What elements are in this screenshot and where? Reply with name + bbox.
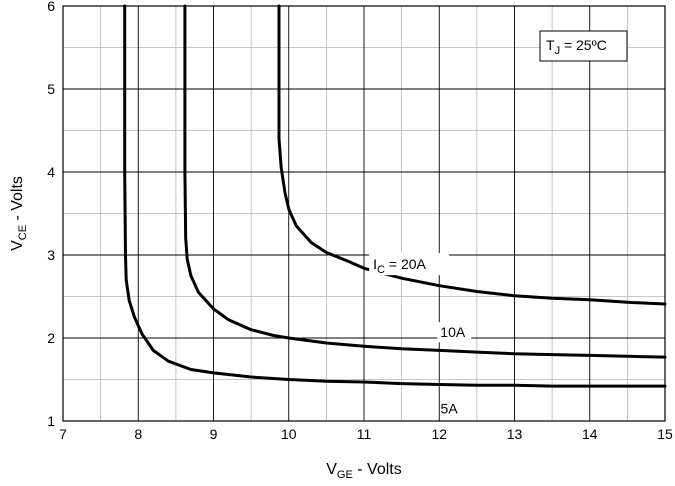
series-line-20a	[277, 4, 667, 306]
temperature-main: T	[546, 37, 555, 53]
y-axis-title-main: V	[9, 240, 26, 251]
annotation-ic-sub: C	[377, 264, 385, 276]
x-tick-label: 9	[210, 426, 218, 442]
annotation-ic-rest: = 20A	[385, 256, 427, 272]
x-axis-title-rest: - Volts	[353, 461, 402, 478]
annotation-ic-main: I	[373, 256, 377, 272]
series-line-10a	[183, 4, 667, 359]
x-axis-title: VGE - Volts	[326, 461, 401, 481]
x-tick-labels: 7 8 9 10 11 12 13 14 15	[59, 426, 673, 442]
x-axis-title-sub: GE	[337, 469, 353, 481]
x-tick-label: 12	[431, 426, 447, 442]
curve-annotations: IC = 20A 10A 5A	[369, 253, 472, 417]
y-tick-label: 5	[47, 81, 55, 97]
y-axis-title-sub: CE	[17, 225, 29, 240]
temperature-rest: = 25ºC	[560, 37, 607, 53]
x-tick-label: 10	[281, 426, 297, 442]
x-tick-label: 8	[134, 426, 142, 442]
x-tick-label: 14	[582, 426, 598, 442]
x-tick-label: 7	[59, 426, 67, 442]
y-tick-label: 4	[47, 164, 55, 180]
y-axis-title-rest: - Volts	[9, 176, 26, 225]
y-tick-label: 1	[47, 413, 55, 429]
y-tick-labels: 1 2 3 4 5 6	[47, 0, 55, 429]
y-axis-title: VCE - Volts	[9, 176, 29, 251]
x-tick-label: 13	[507, 426, 523, 442]
x-tick-label: 11	[357, 426, 372, 442]
y-tick-label: 6	[47, 0, 55, 14]
y-tick-label: 2	[47, 330, 55, 346]
series-line-5a	[123, 4, 667, 388]
annotation-5a: 5A	[441, 401, 459, 417]
temperature-sub: J	[555, 45, 561, 57]
temperature-label: TJ = 25ºC	[546, 37, 607, 57]
y-tick-label: 3	[47, 247, 55, 263]
curve-layer	[123, 4, 667, 388]
plot-frame	[62, 5, 666, 422]
annotation-ic-20a: IC = 20A	[373, 256, 426, 276]
x-axis-title-main: V	[326, 461, 337, 478]
x-tick-label: 15	[657, 426, 673, 442]
temperature-box: TJ = 25ºC	[539, 30, 628, 62]
annotation-10a: 10A	[440, 324, 466, 340]
